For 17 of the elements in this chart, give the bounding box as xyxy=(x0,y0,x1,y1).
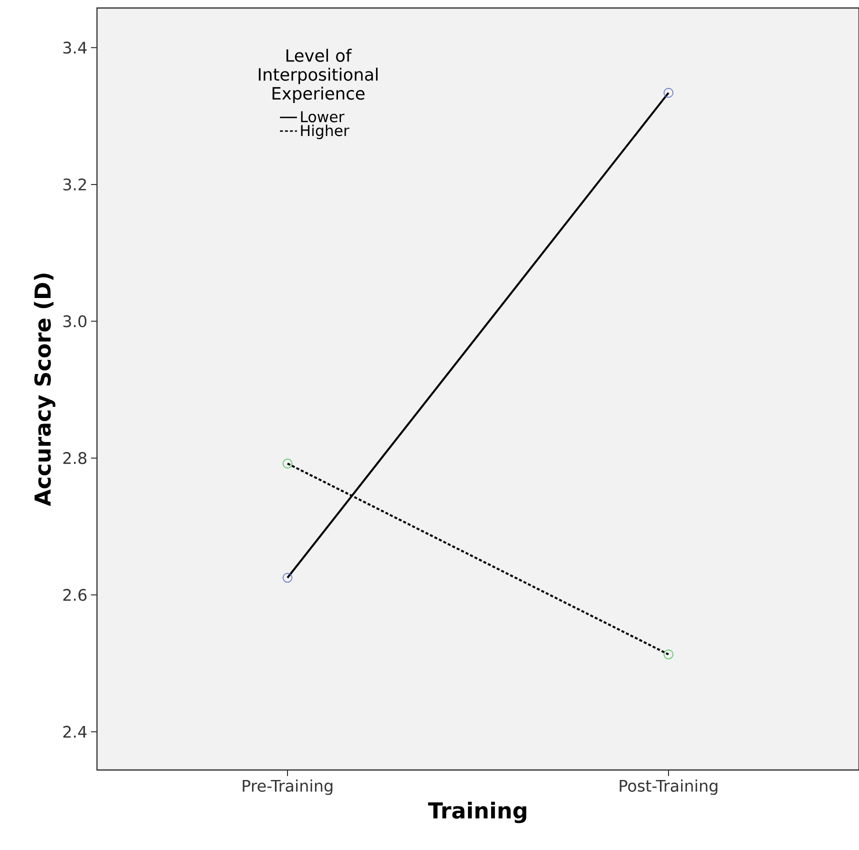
x-axis-title: Training xyxy=(428,802,526,824)
legend-title: Level of Interpositional Experience xyxy=(258,48,378,104)
y-tick-label: 3.0 xyxy=(63,315,86,328)
y-tick-label: 2.4 xyxy=(63,726,87,738)
point xyxy=(282,572,292,583)
x-tick-label: Post-Training xyxy=(620,780,718,795)
y-tick-label: 3.2 xyxy=(63,178,86,190)
y-axis-title: Accuracy Score (D) xyxy=(34,274,56,506)
point xyxy=(282,458,292,468)
y-tick-label: 3.4 xyxy=(63,42,87,54)
point xyxy=(664,650,674,660)
y-tick-label: 2.8 xyxy=(63,452,86,464)
y-tick-label: 2.6 xyxy=(63,588,86,601)
x-tick-label: Pre-Training xyxy=(242,780,332,795)
point xyxy=(664,88,674,98)
legend-label: Lower xyxy=(301,111,344,122)
legend-label: Higher xyxy=(301,124,350,140)
